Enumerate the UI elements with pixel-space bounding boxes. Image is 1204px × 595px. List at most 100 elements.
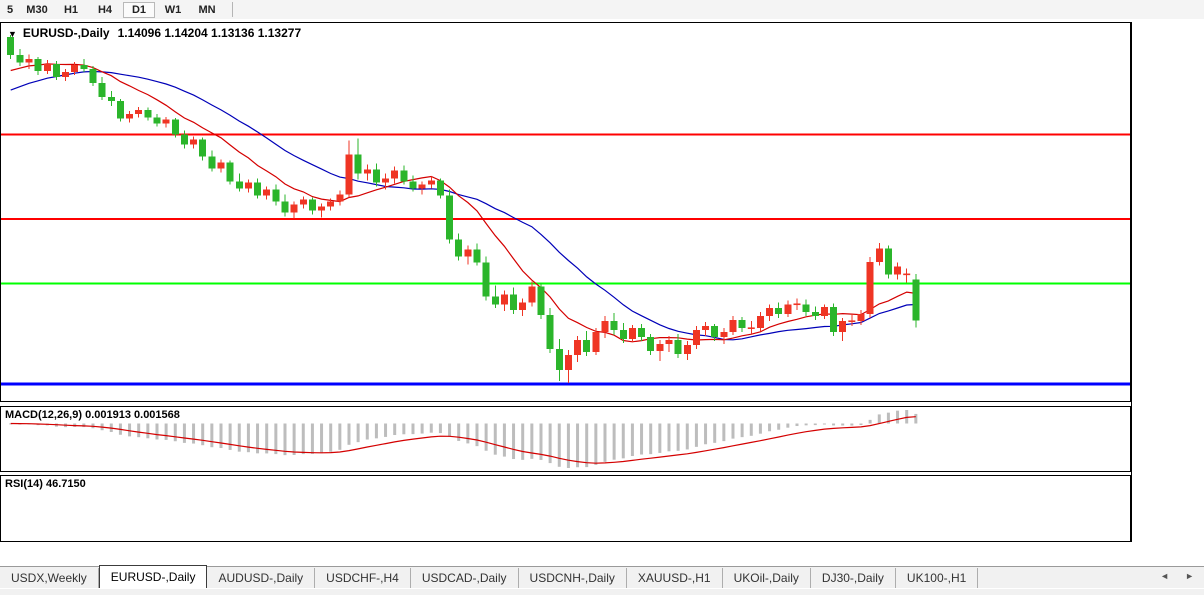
candle [7, 34, 15, 59]
macd-histogram-bar [594, 423, 598, 465]
macd-histogram-bar [246, 423, 250, 453]
macd-histogram-bar [841, 423, 845, 426]
macd-histogram-bar [320, 423, 324, 454]
candle [299, 196, 307, 209]
candle [290, 201, 298, 219]
tab-scroll-arrows: ◄ ► [1160, 571, 1194, 581]
candle [784, 300, 792, 318]
macd-histogram-bar [896, 410, 900, 424]
candle [482, 256, 490, 301]
chart-tab-usdx-weekly[interactable]: USDX,Weekly [0, 568, 99, 589]
candle [400, 165, 408, 185]
macd-histogram-bar [548, 423, 552, 464]
rsi-chart[interactable] [1, 476, 1130, 541]
candle [318, 203, 326, 218]
macd-histogram-bar [374, 423, 378, 439]
candle [43, 59, 51, 74]
macd-histogram-bar [914, 413, 918, 424]
macd-histogram-bar [859, 423, 863, 426]
chart-tab-usdcad-daily[interactable]: USDCAD-,Daily [411, 568, 519, 589]
macd-histogram-bar [713, 423, 717, 443]
macd-histogram-bar [457, 423, 461, 441]
macd-histogram-bar [219, 423, 223, 449]
macd-panel[interactable]: MACD(12,26,9) 0.001913 0.001568 [0, 406, 1131, 472]
candle [528, 281, 536, 307]
candle [766, 304, 774, 322]
candlestick-chart[interactable] [1, 23, 1130, 401]
candle [382, 173, 390, 190]
macd-histogram-bar [804, 423, 808, 426]
timeframe-button-5[interactable]: 5 [6, 3, 14, 16]
macd-histogram-bar [868, 419, 872, 424]
chart-tab-dj30-daily[interactable]: DJ30-,Daily [811, 568, 896, 589]
chart-tab-usdchf-h4[interactable]: USDCHF-,H4 [315, 568, 411, 589]
macd-histogram-bar [228, 423, 232, 450]
macd-histogram-bar [521, 423, 525, 460]
chart-tab-xauusd-h1[interactable]: XAUUSD-,H1 [627, 568, 723, 589]
macd-histogram-bar [137, 423, 141, 438]
chart-tab-usdcnh-daily[interactable]: USDCNH-,Daily [519, 568, 627, 589]
macd-histogram-bar [182, 423, 186, 443]
candle [345, 140, 353, 198]
macd-histogram-bar [539, 423, 543, 460]
candle [775, 302, 783, 319]
candle [162, 116, 170, 128]
candle [802, 299, 810, 317]
date-axis[interactable] [0, 543, 1131, 565]
candle [756, 312, 764, 332]
timeframe-button-h1[interactable]: H1 [63, 3, 79, 16]
macd-histogram-bar [192, 423, 196, 444]
price-axis[interactable] [1131, 22, 1204, 542]
chart-tab-eurusd-daily[interactable]: EURUSD-,Daily [98, 565, 208, 589]
candle [583, 331, 591, 357]
macd-histogram-bar [758, 423, 762, 434]
macd-histogram-bar [603, 423, 607, 462]
tab-scroll-left-icon[interactable]: ◄ [1160, 571, 1170, 581]
candle [363, 164, 371, 181]
candle [199, 137, 207, 161]
candle [683, 341, 691, 361]
chart-tab-audusd-daily[interactable]: AUDUSD-,Daily [207, 568, 316, 589]
chart-tab-bar: USDX,Weekly EURUSD-,Daily AUDUSD-,Daily USD… [0, 565, 1204, 589]
macd-histogram-bar [621, 423, 625, 459]
bottom-strip [0, 588, 1204, 595]
timeframe-button-d1[interactable]: D1 [123, 1, 155, 18]
macd-histogram-bar [265, 423, 269, 454]
timeframe-button-mn[interactable]: MN [198, 3, 216, 16]
candle [793, 298, 801, 311]
macd-histogram-bar [292, 423, 296, 455]
macd-histogram-bar [475, 423, 479, 447]
macd-histogram-bar [813, 423, 817, 426]
candle [16, 48, 24, 66]
macd-histogram-bar [795, 423, 799, 427]
timeframe-button-h4[interactable]: H4 [97, 3, 113, 16]
macd-histogram-bar [164, 423, 168, 440]
macd-histogram-bar [832, 423, 836, 426]
timeframe-button-w1[interactable]: W1 [164, 3, 182, 16]
chart-tab-uk100-h1[interactable]: UK100-,H1 [896, 568, 979, 589]
candle [491, 285, 499, 309]
chart-tab-ukoil-daily[interactable]: UKOil-,Daily [723, 568, 811, 589]
macd-histogram-bar [237, 423, 241, 452]
macd-histogram-bar [749, 423, 753, 436]
candle [180, 130, 188, 149]
timeframe-button-m30[interactable]: M30 [26, 3, 48, 16]
candle [25, 54, 33, 69]
tab-scroll-right-icon[interactable]: ► [1185, 571, 1194, 581]
macd-histogram-bar [685, 423, 689, 450]
macd-histogram-bar [502, 423, 506, 457]
candle [811, 306, 819, 321]
macd-histogram-bar [576, 423, 580, 468]
macd-histogram-bar [356, 423, 360, 443]
candle [427, 176, 435, 189]
macd-histogram-bar [329, 423, 333, 452]
candle [546, 308, 554, 354]
macd-chart[interactable] [1, 407, 1130, 471]
chart-dropdown-icon[interactable]: ▼ [8, 29, 17, 39]
candle [656, 340, 664, 362]
rsi-panel[interactable]: RSI(14) 46.7150 [0, 475, 1131, 542]
macd-histogram-bar [566, 423, 570, 468]
candle [281, 194, 289, 217]
price-chart-panel[interactable]: ▼ EURUSD-,Daily 1.14096 1.14204 1.13136 1.… [0, 22, 1131, 402]
candle [738, 317, 746, 333]
